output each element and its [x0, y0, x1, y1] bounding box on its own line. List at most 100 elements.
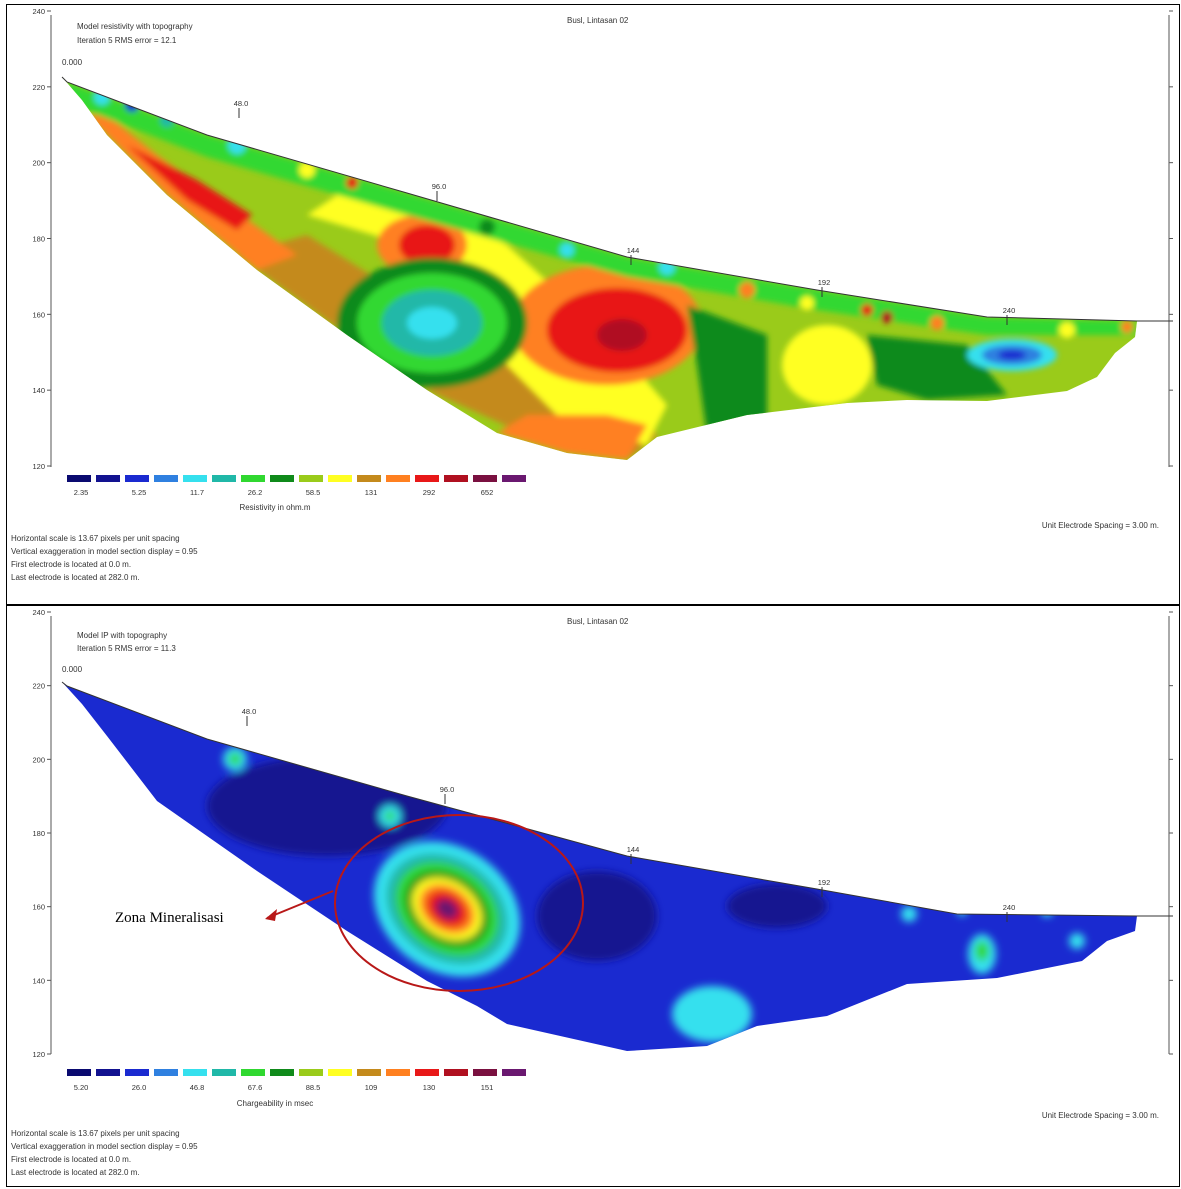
note-2: Vertical exaggeration in model section d… — [11, 1142, 198, 1151]
x-mark-label: 96.0 — [440, 785, 455, 794]
y-tick-label: 140 — [32, 976, 45, 985]
y-tick-label: 200 — [32, 755, 45, 764]
legend-swatch — [386, 475, 410, 482]
legend-swatch — [415, 1069, 439, 1076]
iteration-text: Iteration 5 RMS error = 11.3 — [77, 644, 176, 653]
legend-swatch — [183, 475, 207, 482]
legend-swatch — [241, 475, 265, 482]
note-4: Last electrode is located at 282.0 m. — [11, 1168, 140, 1177]
note-3: First electrode is located at 0.0 m. — [11, 560, 131, 569]
y-tick-label: 240 — [32, 608, 45, 617]
spacing-text: Unit Electrode Spacing = 3.00 m. — [1042, 1111, 1159, 1120]
legend-swatch — [502, 1069, 526, 1076]
legend-swatch — [96, 475, 120, 482]
y-tick-label: 220 — [32, 682, 45, 691]
legend-swatch — [444, 475, 468, 482]
x-mark-label: 48.0 — [234, 99, 249, 108]
annotation-arrow — [266, 890, 334, 919]
legend-swatch — [96, 1069, 120, 1076]
iteration-text: Iteration 5 RMS error = 12.1 — [77, 36, 177, 45]
legend-swatch — [241, 1069, 265, 1076]
legend-label: 130 — [423, 1083, 436, 1092]
legend-label: 151 — [481, 1083, 494, 1092]
legend-swatch — [357, 475, 381, 482]
legend-swatch — [67, 1069, 91, 1076]
x-mark-label: 192 — [818, 278, 831, 287]
legend-swatch — [444, 1069, 468, 1076]
y-tick-label: 220 — [32, 83, 45, 92]
legend-swatch — [212, 1069, 236, 1076]
legend-swatch — [270, 475, 294, 482]
legend-label: 58.5 — [306, 488, 321, 497]
legend-swatch — [415, 475, 439, 482]
legend-swatch — [154, 475, 178, 482]
y-tick-label: 240 — [32, 7, 45, 16]
y-tick-label: 140 — [32, 386, 45, 395]
legend-swatch — [473, 475, 497, 482]
chargeability-panel: 240 220 200 180 160 140 120 Model IP with topo… — [6, 605, 1180, 1187]
y-tick-label: 180 — [32, 829, 45, 838]
legend-title: Chargeability in msec — [237, 1099, 313, 1108]
x-mark-label: 48.0 — [242, 707, 257, 716]
y-tick-label: 120 — [32, 1050, 45, 1059]
legend-label: 11.7 — [190, 488, 204, 497]
note-1: Horizontal scale is 13.67 pixels per uni… — [11, 1129, 180, 1138]
legend-label: 292 — [423, 488, 436, 497]
start-label: 0.000 — [62, 58, 83, 67]
note-2: Vertical exaggeration in model section d… — [11, 547, 198, 556]
start-label: 0.000 — [62, 665, 83, 674]
y-tick-label: 200 — [32, 159, 45, 168]
note-1: Horizontal scale is 13.67 pixels per uni… — [11, 534, 180, 543]
legend-label: 67.6 — [248, 1083, 263, 1092]
line-title: Busl, Lintasan 02 — [567, 617, 629, 626]
legend-label: 88.5 — [306, 1083, 321, 1092]
legend-swatch — [299, 475, 323, 482]
spacing-text: Unit Electrode Spacing = 3.00 m. — [1042, 521, 1159, 530]
zone-label: Zona Mineralisasi — [115, 910, 224, 926]
legend-swatch — [125, 1069, 149, 1076]
legend-swatch — [212, 475, 236, 482]
legend-label: 5.25 — [132, 488, 147, 497]
legend-swatch — [270, 1069, 294, 1076]
x-mark-label: 144 — [627, 246, 640, 255]
legend-swatch — [154, 1069, 178, 1076]
note-4: Last electrode is located at 282.0 m. — [11, 573, 140, 582]
legend-label: 46.8 — [190, 1083, 205, 1092]
legend-label: 2.35 — [74, 488, 89, 497]
note-3: First electrode is located at 0.0 m. — [11, 1155, 131, 1164]
arrow-head-icon — [265, 909, 277, 921]
model-title: Model resistivity with topography — [77, 22, 193, 31]
x-mark-label: 96.0 — [432, 182, 447, 191]
line-title: Busl, Lintasan 02 — [567, 16, 629, 25]
legend-swatch — [386, 1069, 410, 1076]
chargeability-section: 240 220 200 180 160 140 120 Model IP with topo… — [11, 608, 1173, 1177]
legend-swatch — [502, 475, 526, 482]
resistivity-panel: 240 220 200 180 160 140 120 Model resistivity … — [6, 4, 1180, 605]
x-mark-label: 240 — [1003, 306, 1016, 315]
resistivity-section: 240 220 200 180 160 140 120 Model resistivity … — [11, 7, 1173, 582]
legend-label: 131 — [365, 488, 378, 497]
legend-swatch — [125, 475, 149, 482]
legend-swatch — [183, 1069, 207, 1076]
legend-swatch — [357, 1069, 381, 1076]
y-tick-label: 160 — [32, 903, 45, 912]
model-title: Model IP with topography — [77, 631, 167, 640]
legend-label: 26.2 — [248, 488, 263, 497]
legend-label: 26.0 — [132, 1083, 147, 1092]
x-mark-label: 144 — [627, 845, 640, 854]
legend-label: 652 — [481, 488, 494, 497]
legend-swatch — [328, 475, 352, 482]
legend-swatch — [328, 1069, 352, 1076]
y-tick-label: 120 — [32, 462, 45, 471]
legend-swatch — [67, 475, 91, 482]
x-mark-label: 192 — [818, 878, 831, 887]
x-mark-label: 240 — [1003, 903, 1016, 912]
legend-swatch — [299, 1069, 323, 1076]
mineral-zone-ellipse — [334, 814, 584, 992]
legend-label: 109 — [365, 1083, 378, 1092]
y-tick-label: 180 — [32, 235, 45, 244]
y-tick-label: 160 — [32, 310, 45, 319]
legend-label: 5.20 — [74, 1083, 89, 1092]
legend-title: Resistivity in ohm.m — [239, 503, 310, 512]
legend-swatch — [473, 1069, 497, 1076]
